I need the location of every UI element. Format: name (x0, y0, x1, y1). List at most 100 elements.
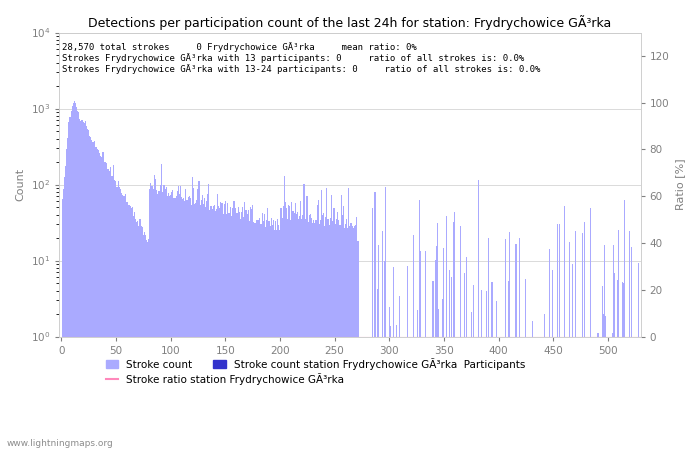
Bar (126, 202, 127, 450)
Bar (347, 228, 348, 450)
Bar (577, 337, 578, 450)
Bar (392, 337, 393, 450)
Bar (461, 337, 462, 450)
Bar (575, 337, 577, 450)
Bar (176, 191, 178, 450)
Bar (164, 189, 166, 450)
Bar (521, 337, 522, 450)
Bar (155, 180, 156, 450)
Bar (330, 195, 332, 450)
Bar (612, 245, 614, 450)
Bar (594, 337, 595, 450)
Bar (296, 214, 297, 450)
Bar (568, 337, 569, 450)
Bar (262, 213, 263, 450)
Bar (571, 337, 573, 450)
Bar (533, 337, 534, 450)
Bar (136, 222, 137, 450)
Bar (281, 218, 283, 450)
Bar (636, 337, 637, 450)
Bar (167, 196, 168, 450)
Bar (97, 149, 98, 450)
Bar (357, 241, 358, 450)
Bar (303, 184, 304, 450)
Bar (161, 164, 162, 450)
Bar (346, 219, 347, 450)
Bar (499, 337, 500, 450)
Bar (526, 337, 528, 450)
Bar (66, 148, 67, 450)
Bar (293, 213, 295, 450)
Bar (509, 232, 510, 450)
Bar (616, 337, 617, 450)
Bar (490, 337, 491, 450)
Bar (560, 337, 561, 450)
Bar (100, 156, 102, 450)
Bar (133, 216, 134, 450)
Bar (160, 185, 161, 450)
Bar (285, 202, 286, 450)
Bar (332, 221, 333, 450)
Bar (270, 226, 271, 450)
Bar (360, 337, 361, 450)
Bar (466, 257, 468, 450)
Bar (379, 337, 380, 450)
Bar (626, 337, 627, 450)
Bar (448, 337, 449, 450)
Bar (132, 207, 133, 450)
Bar (354, 226, 355, 450)
Bar (410, 337, 412, 450)
Bar (86, 126, 87, 450)
Bar (122, 195, 123, 450)
Bar (267, 208, 268, 450)
Bar (318, 225, 320, 450)
Bar (536, 337, 538, 450)
Bar (389, 306, 390, 450)
Bar (121, 193, 122, 450)
Bar (563, 337, 564, 450)
Bar (349, 225, 351, 450)
Bar (108, 171, 110, 450)
Bar (483, 337, 484, 450)
Bar (113, 165, 114, 450)
Bar (344, 229, 345, 450)
Bar (286, 208, 287, 450)
Bar (610, 337, 612, 450)
Bar (403, 337, 404, 450)
Bar (307, 197, 308, 450)
Bar (144, 233, 145, 450)
Bar (291, 202, 293, 450)
Bar (230, 207, 231, 450)
Bar (233, 201, 235, 450)
Bar (518, 337, 519, 450)
Bar (363, 337, 365, 450)
Bar (523, 337, 524, 450)
Bar (123, 197, 124, 450)
Bar (615, 337, 616, 450)
Bar (429, 337, 430, 450)
Bar (589, 337, 590, 450)
Bar (382, 231, 383, 450)
Bar (214, 205, 215, 450)
Bar (311, 218, 312, 450)
Bar (139, 220, 141, 450)
Bar (104, 162, 106, 450)
Bar (512, 337, 513, 450)
Bar (252, 205, 253, 450)
Bar (558, 337, 559, 450)
Bar (297, 212, 298, 450)
Bar (580, 337, 581, 450)
Bar (628, 337, 629, 450)
Bar (484, 337, 485, 450)
Bar (498, 337, 499, 450)
Bar (141, 227, 143, 450)
Bar (444, 337, 445, 450)
Bar (374, 192, 376, 450)
Bar (386, 337, 388, 450)
Bar (170, 194, 171, 450)
Bar (591, 337, 592, 450)
Legend: Stroke ratio station Frydrychowice GÃ³rka: Stroke ratio station Frydrychowice GÃ³rk… (106, 373, 344, 385)
Bar (197, 189, 199, 450)
Bar (211, 209, 213, 450)
Bar (485, 337, 486, 450)
